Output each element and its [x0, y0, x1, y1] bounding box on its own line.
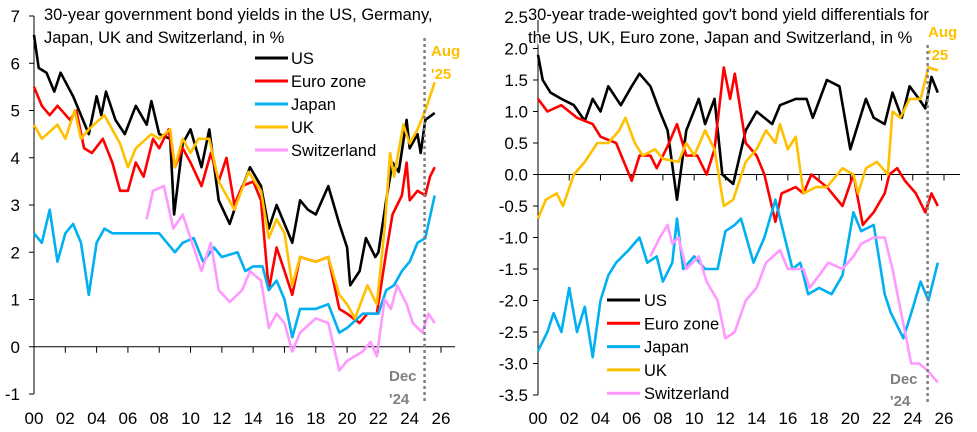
y-tick-label: 1: [11, 291, 20, 310]
series-line-euro-zone: [32, 86, 436, 325]
x-tick-label: 20: [841, 409, 860, 428]
legend-item: Japan: [607, 339, 689, 357]
x-tick-label: 06: [622, 409, 641, 428]
legend-item: Switzerland: [255, 142, 376, 160]
legend-item: US: [255, 50, 314, 68]
year-24-label: '24: [389, 391, 410, 408]
x-tick-label: 04: [591, 409, 610, 428]
x-tick-label: 16: [778, 409, 797, 428]
legend-item: Euro zone: [255, 73, 366, 91]
x-tick-label: 08: [653, 409, 672, 428]
y-tick-label: 6: [11, 54, 20, 73]
x-tick-label: 26: [935, 409, 954, 428]
legend-label: UK: [644, 362, 667, 380]
x-tick-label: 14: [244, 409, 263, 428]
x-tick-label: 12: [716, 409, 735, 428]
y-tick-label: 4: [11, 149, 20, 168]
series-line-us: [32, 34, 436, 287]
chart-title-line: 30-year government bond yields in the US…: [44, 6, 433, 24]
legend-item: US: [607, 292, 667, 310]
x-tick-label: 12: [212, 409, 231, 428]
legend-label: Euro zone: [291, 73, 366, 91]
x-tick-label: 24: [903, 409, 922, 428]
y-tick-label: -1: [5, 385, 20, 404]
x-tick-label: 16: [275, 409, 294, 428]
legend-label: Switzerland: [644, 385, 729, 403]
series-line-uk: [536, 66, 939, 220]
legend-item: Switzerland: [607, 385, 729, 403]
chart-panel-2: -3.5 -3.0 -2.5 -2.0 -1.5 -1.0 -0.5 0.0 0.5 1.0 1.5…: [499, 5, 960, 428]
x-tick-label: 10: [685, 409, 704, 428]
y-tick-label: -3.0: [499, 355, 528, 374]
legend-item: Japan: [255, 96, 336, 114]
x-tick-label: 06: [118, 409, 137, 428]
y-tick-label: 0.5: [504, 134, 528, 153]
y-tick-label: 0.0: [504, 166, 528, 185]
dec-label: Dec: [890, 371, 918, 388]
year-24-label: '24: [890, 393, 911, 410]
y-tick-label: -0.5: [499, 197, 528, 216]
x-tick-label: 02: [56, 409, 75, 428]
legend-item: UK: [607, 362, 667, 380]
x-tick-label: 18: [306, 409, 325, 428]
x-tick-label: 20: [338, 409, 357, 428]
chart-title-line: Japan, UK and Switzerland, in %: [44, 29, 285, 47]
chart-title-line: 30-year trade-weighted gov't bond yield …: [528, 6, 929, 24]
legend-label: Japan: [644, 339, 689, 357]
legend-label: UK: [291, 119, 314, 137]
legend-item: UK: [255, 119, 314, 137]
x-tick-label: 02: [560, 409, 579, 428]
x-tick-label: 14: [747, 409, 766, 428]
legend-label: Euro zone: [644, 315, 719, 333]
y-tick-label: 2.0: [504, 40, 528, 59]
year-25-label: '25: [431, 66, 451, 83]
x-tick-label: 08: [150, 409, 169, 428]
y-tick-label: -1.5: [499, 260, 528, 279]
series-line-switzerland: [649, 223, 939, 384]
series-line-euro-zone: [536, 66, 939, 227]
x-tick-label: 04: [87, 409, 106, 428]
y-tick-label: 7: [11, 7, 20, 26]
y-tick-label: 2.5: [504, 8, 528, 27]
legend-label: Switzerland: [291, 142, 376, 160]
x-tick-label: 18: [810, 409, 829, 428]
y-tick-label: 0: [11, 338, 20, 357]
legend-label: US: [291, 50, 314, 68]
y-tick-label: 1.0: [504, 103, 528, 122]
series-line-japan: [536, 198, 940, 359]
x-tick-label: 00: [25, 409, 44, 428]
series-line-uk: [32, 81, 436, 320]
legend-label: Japan: [291, 96, 336, 114]
x-tick-label: 22: [369, 409, 388, 428]
y-tick-label: 1.5: [504, 71, 528, 90]
y-tick-label: 3: [11, 196, 20, 215]
y-tick-label: -1.0: [499, 229, 528, 248]
x-tick-label: 10: [181, 409, 200, 428]
dec-label: Dec: [389, 368, 417, 385]
y-tick-label: 5: [11, 102, 20, 121]
x-tick-label: 26: [432, 409, 451, 428]
y-tick-label: -2.0: [499, 292, 528, 311]
y-tick-label: -3.5: [499, 386, 528, 405]
x-tick-label: 24: [400, 409, 419, 428]
aug-label: Aug: [431, 43, 460, 60]
y-tick-label: -2.5: [499, 323, 528, 342]
x-tick-label: 00: [529, 409, 548, 428]
aug-label: Aug: [928, 24, 957, 41]
y-tick-label: 2: [11, 243, 20, 262]
legend-item: Euro zone: [607, 315, 719, 333]
legend-label: US: [644, 292, 667, 310]
series-line-japan: [32, 195, 436, 339]
chart-title-line: the US, UK, Euro zone, Japan and Switzer…: [528, 29, 913, 47]
series-line-switzerland: [145, 184, 436, 372]
x-tick-label: 22: [872, 409, 891, 428]
series-line-us: [536, 54, 940, 201]
year-25-label: '25: [928, 47, 948, 64]
